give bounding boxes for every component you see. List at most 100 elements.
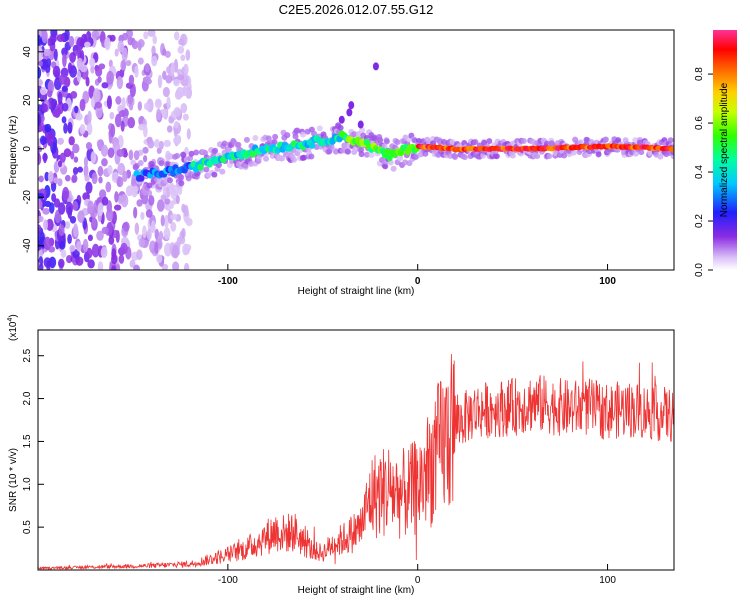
heatmap-cell — [120, 59, 127, 71]
heatmap-cell — [326, 148, 333, 155]
x-tick-label: -100 — [218, 575, 238, 586]
heatmap-cell — [148, 195, 155, 206]
heatmap-cell — [85, 142, 93, 150]
heatmap-cell — [97, 202, 104, 217]
heatmap-cell — [163, 139, 171, 148]
heatmap-cell — [38, 66, 42, 79]
heatmap-cell — [300, 131, 307, 138]
heatmap-cell — [158, 140, 164, 150]
heatmap-cell — [166, 153, 174, 160]
heatmap-cell — [386, 154, 393, 162]
heatmap-cell — [355, 131, 362, 138]
snr-frame — [37, 329, 675, 571]
heatmap-cell — [440, 138, 447, 145]
heatmap-cell — [632, 150, 639, 157]
heatmap-cell — [372, 62, 379, 71]
heatmap-cell — [243, 136, 250, 143]
heatmap-cell — [105, 208, 114, 222]
heatmap-cell — [136, 199, 143, 207]
heatmap-cell — [461, 154, 468, 161]
heatmap-cell — [138, 123, 146, 131]
heatmap-cell — [168, 184, 175, 195]
heatmap-cell — [63, 148, 72, 158]
heatmap-cell — [177, 45, 185, 54]
heatmap-cell — [132, 185, 139, 192]
heatmap-cell — [116, 76, 124, 90]
heatmap-cell — [70, 90, 78, 99]
heatmap-cell — [140, 211, 145, 220]
heatmap-cell — [111, 265, 117, 270]
heatmap-cell — [96, 139, 102, 149]
heatmap-cell — [406, 160, 413, 167]
heatmap-cell — [180, 79, 189, 87]
heatmap-cell — [219, 168, 226, 175]
heatmap-cell — [160, 214, 165, 227]
heatmap-cell — [85, 247, 93, 259]
heatmap-cell — [43, 236, 52, 251]
heatmap-cell — [47, 170, 54, 183]
colorbar-label-text: Normalized spectral amplitude — [719, 82, 730, 217]
heatmap-cell — [89, 57, 96, 67]
heatmap-cell — [221, 140, 228, 147]
heatmap-cell — [43, 48, 51, 57]
heatmap-cell — [97, 76, 102, 84]
y-tick-label: -20 — [22, 190, 33, 205]
heatmap-cell — [247, 160, 254, 167]
heatmap-cell — [151, 220, 156, 233]
heatmap-cell — [73, 223, 79, 238]
heatmap-cell — [278, 155, 285, 162]
heatmap-cell — [166, 96, 171, 110]
heatmap-cell — [358, 151, 365, 158]
heatmap-cell — [46, 132, 54, 147]
snr-y-scale-base: (x10 — [8, 321, 19, 341]
heatmap-cell — [99, 189, 107, 200]
snr-y-scale-exponent: 4 — [7, 318, 14, 322]
heatmap-cell — [154, 99, 162, 109]
heatmap-cell — [346, 108, 353, 117]
heatmap-cell — [58, 74, 67, 85]
heatmap-cell — [38, 199, 43, 210]
heatmap-cell — [182, 113, 189, 121]
heatmap-cell — [133, 150, 140, 161]
heatmap-cell — [76, 37, 84, 51]
heatmap-cell — [77, 166, 84, 173]
heatmap-cell — [452, 154, 459, 161]
heatmap-cell — [64, 221, 71, 230]
heatmap-cell — [120, 193, 129, 208]
heatmap-cell — [38, 193, 45, 200]
heatmap-cell — [382, 163, 389, 170]
colorbar-tick-label: 0.8 — [694, 67, 705, 81]
heatmap-cell — [151, 55, 158, 67]
heatmap-cell — [110, 123, 116, 138]
spectrogram-heatmap — [38, 30, 674, 270]
heatmap-cell — [137, 159, 144, 166]
heatmap-cell — [265, 135, 272, 142]
heatmap-cell — [138, 237, 146, 248]
heatmap-cell — [173, 31, 180, 41]
spectrogram-y-ticks: 40 20 0 -20 -40 — [22, 46, 44, 253]
chart-title: C2E5.2026.012.07.55.G12 — [279, 2, 434, 17]
heatmap-cell — [156, 108, 162, 121]
heatmap-cell — [187, 155, 194, 162]
heatmap-cell — [180, 103, 188, 114]
heatmap-cell — [202, 149, 209, 156]
heatmap-cell — [61, 85, 68, 92]
heatmap-cell — [154, 139, 160, 148]
heatmap-cell — [142, 225, 147, 239]
colorbar-tick-label: 0.6 — [694, 116, 705, 130]
heatmap-cell — [68, 35, 75, 48]
heatmap-cell — [38, 79, 43, 86]
heatmap-cell — [38, 249, 43, 259]
heatmap-cell — [272, 133, 279, 140]
heatmap-cell — [64, 30, 70, 41]
heatmap-cell — [63, 122, 68, 134]
heatmap-cell — [138, 174, 145, 182]
heatmap-cell — [91, 216, 97, 228]
colorbar: 0.0 0.2 0.4 0.6 0.8 Normalized spectral ampl… — [694, 30, 737, 277]
y-tick-label: 0.5 — [22, 520, 33, 534]
heatmap-cell — [188, 150, 195, 157]
heatmap-cell — [291, 156, 298, 163]
heatmap-cell — [351, 131, 358, 138]
heatmap-cell — [638, 149, 645, 156]
heatmap-cell — [91, 243, 100, 258]
